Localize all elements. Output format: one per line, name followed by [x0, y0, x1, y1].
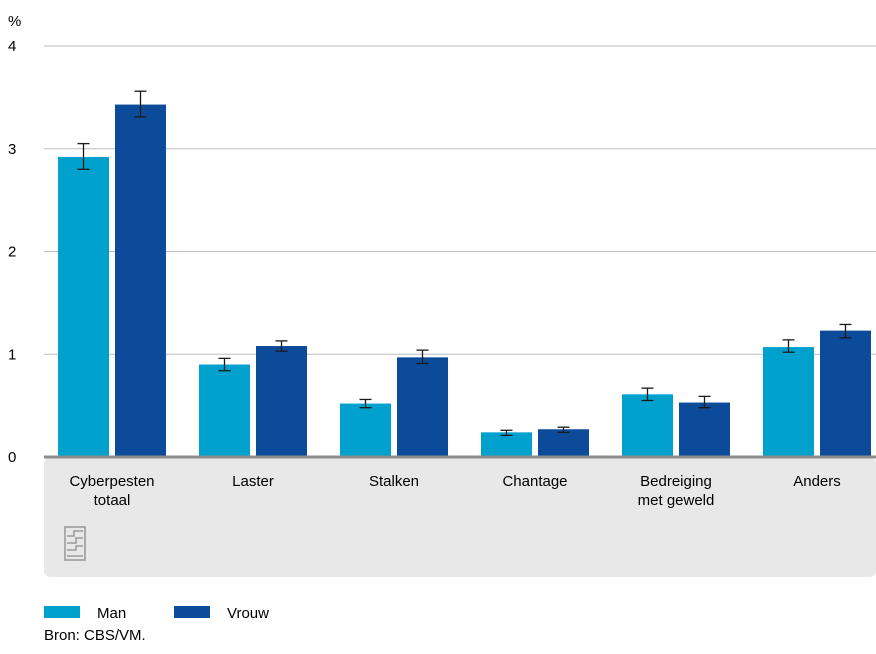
- legend-swatch: [174, 606, 210, 618]
- category-axis-band: [44, 457, 876, 577]
- bar-vrouw: [256, 346, 307, 457]
- x-tick-label: Anders: [793, 473, 841, 490]
- legend-item-vrouw: Vrouw: [174, 605, 269, 622]
- y-axis-unit-label: %: [8, 13, 21, 30]
- bar-vrouw: [820, 330, 871, 457]
- bar-vrouw: [538, 429, 589, 457]
- bar-vrouw: [115, 104, 166, 457]
- legend-label: Vrouw: [227, 605, 269, 622]
- bar-man: [58, 156, 109, 457]
- y-tick-label: 0: [8, 449, 16, 466]
- bar-man: [622, 394, 673, 457]
- error-bars: [77, 90, 852, 437]
- legend: Man Vrouw: [44, 605, 269, 622]
- bar-vrouw: [679, 402, 730, 457]
- bar-man: [481, 432, 532, 457]
- bar-man: [763, 347, 814, 457]
- bars: [58, 104, 871, 457]
- legend-label: Man: [97, 605, 126, 622]
- x-tick-label: Laster: [232, 473, 274, 490]
- y-tick-label: 1: [8, 346, 16, 363]
- source-note: Bron: CBS/VM.: [44, 627, 146, 644]
- gridlines: [44, 45, 876, 355]
- x-tick-labels: Cyberpesten totaal Laster Stalken Chantage Be…: [69, 473, 840, 509]
- bar-vrouw: [397, 357, 448, 457]
- bar-man: [199, 364, 250, 457]
- cbs-logo: [64, 526, 86, 561]
- y-tick-labels: 0 1 2 3 4: [8, 38, 16, 466]
- y-tick-label: 3: [8, 141, 16, 158]
- bar-man: [340, 403, 391, 457]
- y-tick-label: 2: [8, 244, 16, 261]
- legend-swatch: [44, 606, 80, 618]
- x-tick-label: Bedreiging met geweld: [638, 473, 715, 509]
- x-tick-label: Stalken: [369, 473, 419, 490]
- y-tick-label: 4: [8, 38, 16, 55]
- x-tick-label: Chantage: [502, 473, 567, 490]
- x-tick-label: Cyberpesten totaal: [69, 473, 154, 509]
- legend-item-man: Man: [44, 605, 126, 622]
